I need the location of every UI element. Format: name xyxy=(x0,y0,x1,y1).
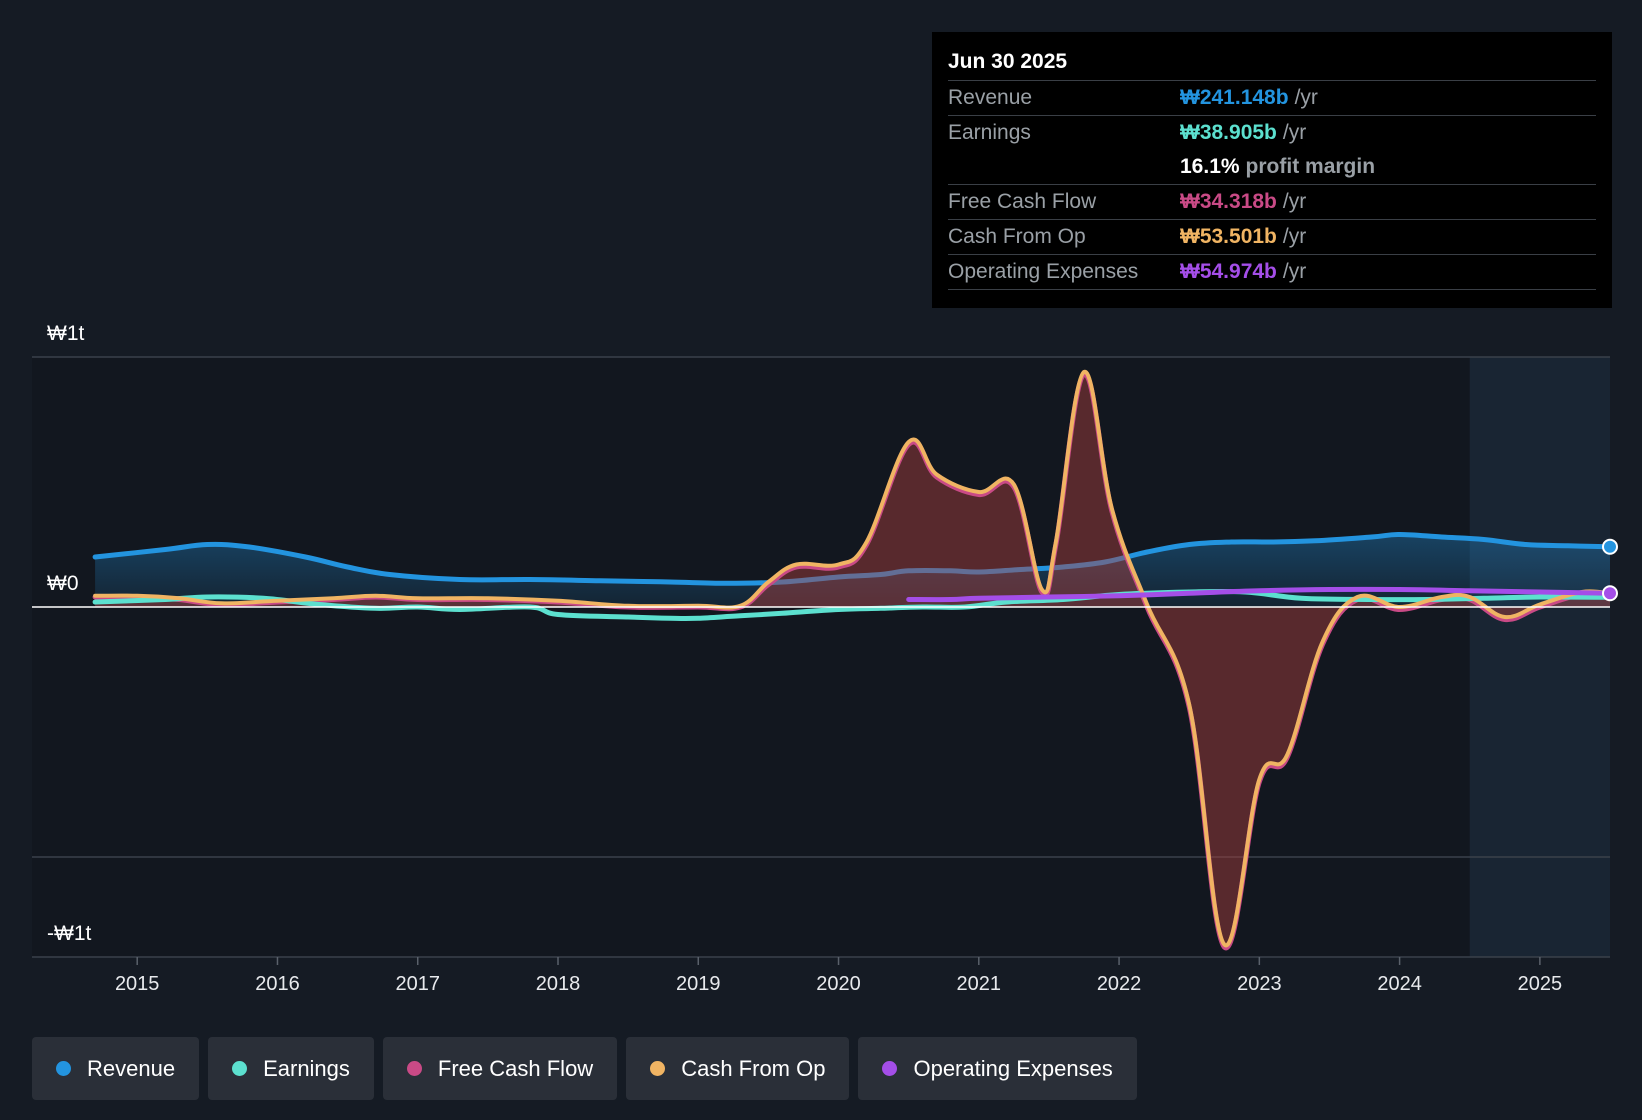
end-marker-revenue xyxy=(1602,538,1618,555)
legend-item-earnings[interactable]: Earnings xyxy=(208,1037,374,1100)
legend-item-operating-expenses[interactable]: Operating Expenses xyxy=(858,1037,1137,1100)
legend-item-free-cash-flow[interactable]: Free Cash Flow xyxy=(382,1037,618,1100)
marker-layer xyxy=(1602,538,1618,602)
legend-dot-icon xyxy=(650,1061,666,1076)
tooltip-label: Earnings xyxy=(948,121,1031,144)
tooltip-row-revenue: Revenue ₩241.148b /yr xyxy=(948,81,1596,116)
tooltip-unit: /yr xyxy=(1282,260,1307,283)
y-label-zero: ₩0 xyxy=(47,572,79,595)
series-area-free-cash-flow xyxy=(95,374,1611,948)
tooltip-value: ₩38.905b xyxy=(1180,121,1277,144)
y-label-bottom: -₩1t xyxy=(47,922,91,945)
tooltip-label: Operating Expenses xyxy=(948,260,1139,283)
series-layer xyxy=(92,369,1613,951)
tooltip-label: Cash From Op xyxy=(948,225,1086,248)
legend-item-cash-from-op[interactable]: Cash From Op xyxy=(626,1037,850,1100)
legend-dot-icon xyxy=(406,1061,422,1076)
x-tick-label: 2016 xyxy=(255,973,300,995)
tooltip-row-profit-margin: 16.1% profit margin xyxy=(948,150,1596,185)
tooltip-row-operating-expenses: Operating Expenses ₩54.974b /yr xyxy=(948,255,1596,290)
legend-label: Cash From Op xyxy=(681,1055,826,1081)
tooltip-unit: /yr xyxy=(1282,225,1307,248)
x-tick-label: 2019 xyxy=(676,973,721,995)
tooltip-unit: profit margin xyxy=(1245,155,1376,178)
tooltip-row-free-cash-flow: Free Cash Flow ₩34.318b /yr xyxy=(948,185,1596,220)
tooltip-date: Jun 30 2025 xyxy=(948,46,1596,81)
series-area-revenue xyxy=(95,534,1611,607)
series-line-operating-expenses xyxy=(906,586,1613,603)
legend-dot-icon xyxy=(232,1061,248,1076)
legend-dot-icon xyxy=(56,1061,71,1076)
legend-label: Free Cash Flow xyxy=(437,1055,594,1081)
x-tick-label: 2015 xyxy=(115,973,160,995)
legend-label: Operating Expenses xyxy=(913,1055,1113,1081)
x-tick-label: 2024 xyxy=(1377,973,1422,995)
tooltip-value: ₩241.148b xyxy=(1180,86,1289,109)
tooltip-label: Revenue xyxy=(948,86,1033,109)
tooltip-value: ₩34.318b xyxy=(1180,190,1277,213)
tooltip-row-cash-from-op: Cash From Op ₩53.501b /yr xyxy=(948,220,1596,255)
end-marker-operating-expenses xyxy=(1602,585,1618,602)
tooltip-label xyxy=(948,150,1180,184)
tooltip-row-earnings: Earnings ₩38.905b /yr xyxy=(948,116,1596,150)
chart: ₩1t ₩0 -₩1t 2015 2016 2017 2018 2019 2020 2021… xyxy=(32,322,1618,995)
tooltip-value: ₩53.501b xyxy=(1180,225,1277,248)
x-tick-label: 2025 xyxy=(1518,973,1563,995)
series-line-revenue xyxy=(92,532,1613,586)
legend-label: Revenue xyxy=(87,1055,176,1081)
tooltip-value: 16.1% xyxy=(1180,155,1240,178)
legend: Revenue Earnings Free Cash Flow Cash Fro… xyxy=(32,1037,1137,1100)
legend-dot-icon xyxy=(882,1061,898,1076)
x-tick-label: 2022 xyxy=(1097,973,1142,995)
series-line-cash-from-op xyxy=(93,369,1612,948)
x-tick-label: 2020 xyxy=(816,973,861,995)
legend-label: Earnings xyxy=(263,1055,350,1081)
tooltip: Jun 30 2025 Revenue ₩241.148b /yr Earnin… xyxy=(932,32,1612,308)
x-ticks: 2015 2016 2017 2018 2019 2020 2021 2022 2023 2024… xyxy=(115,957,1562,995)
y-label-top: ₩1t xyxy=(47,322,85,345)
tooltip-label: Free Cash Flow xyxy=(948,190,1097,213)
x-tick-label: 2021 xyxy=(957,973,1002,995)
tooltip-unit: /yr xyxy=(1282,190,1307,213)
x-tick-label: 2023 xyxy=(1237,973,1282,995)
plot-background xyxy=(32,357,1610,957)
x-tick-label: 2017 xyxy=(395,973,440,995)
legend-item-revenue[interactable]: Revenue xyxy=(32,1037,200,1100)
x-tick-label: 2018 xyxy=(536,973,581,995)
tooltip-value: ₩54.974b xyxy=(1180,260,1277,283)
tooltip-unit: /yr xyxy=(1282,121,1307,144)
series-line-earnings xyxy=(92,588,1613,622)
past-data-band xyxy=(1469,357,1610,957)
tooltip-unit: /yr xyxy=(1294,86,1318,109)
